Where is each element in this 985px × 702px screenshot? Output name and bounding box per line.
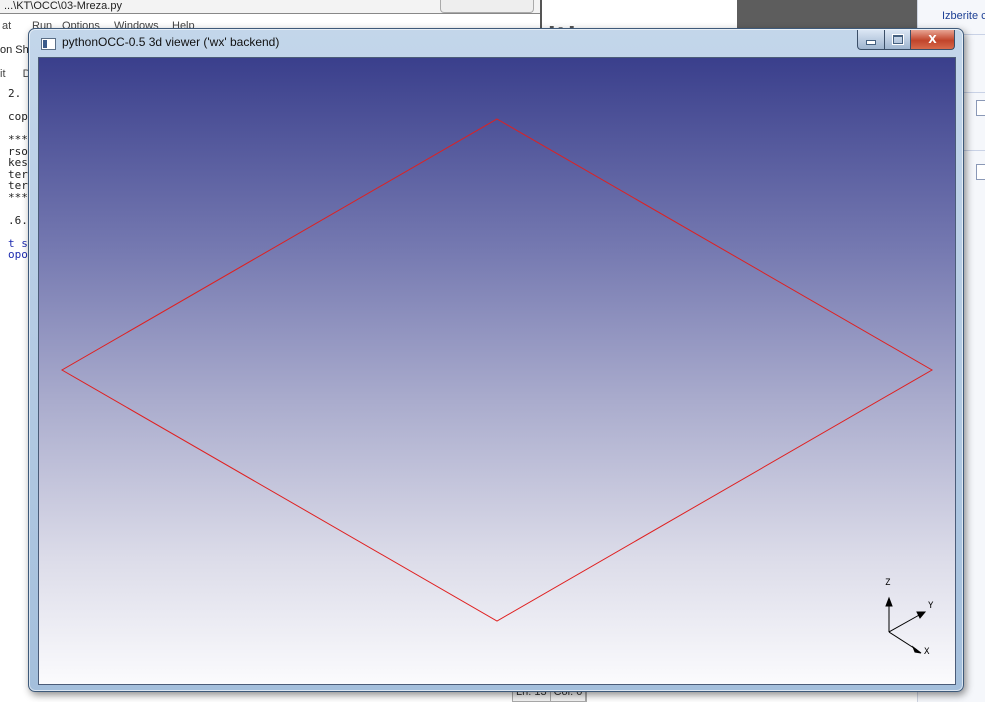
minimize-button[interactable] xyxy=(857,30,885,50)
right-panel-control[interactable] xyxy=(976,100,985,116)
axis-trihedron xyxy=(885,596,927,654)
viewer-titlebar[interactable]: pythonOCC-0.5 3d viewer ('wx' backend) X xyxy=(29,29,963,57)
viewer-title: pythonOCC-0.5 3d viewer ('wx' backend) xyxy=(62,35,280,49)
viewport-scene: Z Y X xyxy=(60,118,934,657)
3d-viewport[interactable]: Z Y X xyxy=(38,57,956,685)
axis-label-x: X xyxy=(924,647,930,657)
maximize-button[interactable] xyxy=(885,30,911,50)
shell-title: on Sh xyxy=(0,44,29,56)
app-window-icon xyxy=(41,38,56,50)
shell-line: .6. xyxy=(8,213,28,227)
shell-line: 2. xyxy=(8,87,22,100)
editor-title: ...\KT\OCC\03-Mreza.py xyxy=(4,0,122,12)
shell-line: *** xyxy=(8,133,28,146)
shell-line: ter xyxy=(8,167,28,181)
shell-line: rso xyxy=(8,144,28,158)
shell-line: opo xyxy=(8,248,28,261)
window-divider xyxy=(540,0,542,32)
shell-line: cop xyxy=(8,110,28,123)
viewer-window[interactable]: pythonOCC-0.5 3d viewer ('wx' backend) X xyxy=(28,28,964,692)
shell-menu-edit[interactable]: it xyxy=(0,68,6,80)
right-panel-link[interactable]: Izberite c xyxy=(942,10,985,22)
shell-menu: it D xyxy=(0,68,31,80)
menu-item-format[interactable]: at xyxy=(2,20,12,32)
close-icon: X xyxy=(928,33,937,46)
shell-line xyxy=(8,226,28,238)
shell-output: 2. cop *** rso kes ter ter *** .6. t s o… xyxy=(8,88,28,261)
editor-titlebar: ...\KT\OCC\03-Mreza.py xyxy=(0,0,540,14)
shell-line: ter xyxy=(8,179,28,192)
axis-label-y: Y xyxy=(928,601,934,611)
wireframe-rhombus xyxy=(60,118,934,622)
maximize-icon xyxy=(891,34,904,45)
shell-line: t s xyxy=(8,236,28,250)
axis-label-z: Z xyxy=(885,578,891,588)
shell-line xyxy=(8,203,28,215)
editor-window-buttons[interactable] xyxy=(440,0,534,13)
shell-line: *** xyxy=(8,190,28,204)
minimize-icon xyxy=(866,40,876,45)
right-panel-checkbox[interactable] xyxy=(976,164,985,180)
close-button[interactable]: X xyxy=(911,30,955,50)
shell-line: kes xyxy=(8,156,28,169)
window-controls: X xyxy=(857,30,955,50)
shell-menu-debug[interactable]: D xyxy=(22,68,31,80)
